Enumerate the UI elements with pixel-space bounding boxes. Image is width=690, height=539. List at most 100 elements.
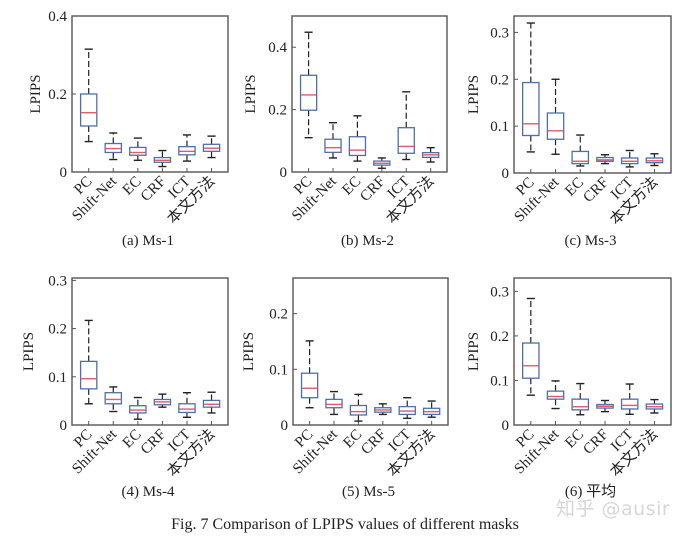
x-tick-label: 本文方法: [383, 173, 437, 227]
box-ICT: [178, 392, 196, 418]
box-ICT: [178, 134, 196, 162]
y-tick-label: 0.1: [490, 373, 509, 389]
box-EC: [349, 393, 368, 422]
y-tick-label: 0.3: [490, 284, 509, 300]
box-iqr: [79, 360, 98, 390]
x-tick-label: CRF: [580, 175, 611, 206]
box-iqr: [571, 398, 590, 411]
box-本文方法: [422, 400, 441, 418]
box-PC: [79, 48, 98, 143]
subplot-title: (4) Ms-4: [122, 484, 175, 500]
box-EC: [571, 134, 590, 167]
box-ICT: [398, 397, 416, 420]
x-tick-label: 本文方法: [607, 174, 661, 228]
y-axis-label: LPIPS: [28, 74, 44, 113]
axes-frame: [291, 15, 448, 173]
y-tick-label: 0.2: [268, 103, 287, 119]
box-PC: [522, 297, 540, 396]
y-tick-label: 0.4: [48, 9, 67, 25]
box-PC: [522, 22, 540, 153]
x-tick-label: CRF: [138, 427, 169, 458]
box-Shift-Net: [546, 78, 565, 155]
axes-frame: [292, 277, 449, 426]
box-EC: [348, 115, 367, 162]
y-axis-label: LPIPS: [21, 332, 37, 371]
box-PC: [299, 31, 318, 139]
y-tick-label: 0.1: [490, 119, 509, 135]
x-tick-label: 本文方法: [164, 173, 218, 227]
box-iqr: [522, 342, 540, 379]
box-iqr: [349, 404, 368, 416]
axes-frame: [71, 277, 229, 426]
x-tick-label: CRF: [357, 174, 388, 205]
y-tick-label: 0: [60, 165, 68, 181]
y-tick-label: 0.1: [269, 362, 288, 378]
box-iqr: [79, 93, 98, 127]
watermark: 知乎 @ausir: [556, 498, 671, 520]
y-axis-label: LPIPS: [466, 332, 482, 371]
y-tick-label: 0.2: [490, 72, 509, 88]
box-CRF: [374, 403, 392, 416]
subplot-title: (c) Ms-3: [564, 233, 616, 249]
y-tick-label: 0.2: [48, 87, 67, 103]
y-tick-label: 0.2: [269, 307, 288, 323]
box-EC: [129, 396, 147, 420]
box-PC: [300, 340, 319, 409]
box-PC: [79, 319, 98, 405]
x-tick-label: CRF: [138, 174, 169, 205]
box-iqr: [397, 127, 415, 154]
box-ICT: [620, 383, 639, 416]
box-本文方法: [202, 135, 221, 159]
y-tick-label: 0.2: [48, 322, 67, 338]
box-EC: [571, 382, 590, 416]
x-tick-label: CRF: [358, 427, 389, 458]
y-tick-label: 0.3: [490, 25, 509, 41]
y-tick-label: 0: [280, 165, 288, 181]
axes-frame: [513, 277, 672, 426]
y-tick-label: 0: [502, 166, 510, 182]
x-tick-label: CRF: [580, 427, 611, 458]
y-axis-label: LPIPS: [243, 74, 259, 113]
y-tick-label: 0: [281, 418, 289, 434]
box-本文方法: [421, 146, 440, 163]
box-Shift-Net: [546, 380, 565, 410]
box-ICT: [620, 149, 639, 168]
x-tick-label: 本文方法: [607, 426, 661, 480]
y-tick-label: 0.4: [268, 40, 287, 56]
box-本文方法: [645, 153, 664, 167]
box-ICT: [397, 91, 415, 161]
box-Shift-Net: [104, 132, 123, 161]
y-tick-label: 0: [60, 418, 68, 434]
y-tick-label: 0.2: [490, 329, 509, 345]
box-iqr: [522, 81, 540, 137]
box-CRF: [596, 399, 614, 413]
subplot-title: (6) 平均: [565, 483, 616, 500]
box-Shift-Net: [324, 122, 342, 159]
box-iqr: [300, 372, 319, 399]
box-iqr: [325, 398, 343, 409]
axes-frame: [513, 15, 672, 174]
box-iqr: [546, 390, 565, 400]
box-Shift-Net: [104, 386, 123, 413]
y-tick-label: 0.1: [48, 370, 67, 386]
subplot-title: (b) Ms-2: [341, 233, 394, 249]
y-tick-label: 0: [502, 418, 510, 434]
box-CRF: [596, 154, 614, 165]
subplot-title: (a) Ms-1: [122, 233, 174, 249]
figure-caption: Fig. 7 Comparison of LPIPS values of dif…: [171, 516, 519, 533]
box-iqr: [129, 146, 147, 156]
box-本文方法: [202, 391, 221, 414]
box-本文方法: [645, 398, 664, 414]
box-iqr: [348, 136, 367, 157]
y-tick-label: 0.3: [48, 273, 67, 289]
box-iqr: [178, 403, 196, 414]
box-CRF: [373, 157, 391, 169]
x-tick-label: 本文方法: [164, 426, 218, 480]
box-iqr: [104, 392, 123, 405]
